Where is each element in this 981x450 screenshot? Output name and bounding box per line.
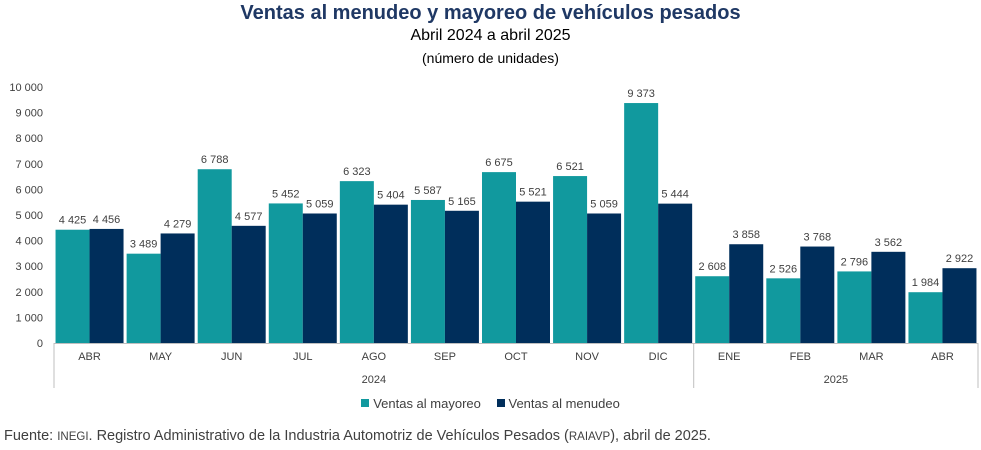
data-label-menudeo: 3 858 bbox=[732, 229, 760, 241]
bar-mayoreo bbox=[837, 271, 872, 343]
data-label-mayoreo: 6 788 bbox=[201, 154, 229, 166]
bar-menudeo bbox=[516, 201, 550, 343]
data-label-mayoreo: 1 984 bbox=[912, 277, 940, 289]
y-tick-label: 3 000 bbox=[15, 261, 43, 273]
data-label-menudeo: 5 521 bbox=[519, 187, 547, 199]
y-tick-label: 4 000 bbox=[15, 236, 43, 248]
y-tick-label: 7 000 bbox=[15, 159, 43, 171]
source-prefix: Fuente: bbox=[4, 428, 58, 444]
y-tick-label: 2 000 bbox=[15, 287, 43, 299]
chart-unit-label: (número de unidades) bbox=[422, 50, 559, 66]
data-label-menudeo: 3 768 bbox=[804, 232, 832, 244]
data-label-mayoreo: 5 452 bbox=[272, 188, 300, 200]
data-label-mayoreo: 6 521 bbox=[556, 161, 584, 173]
legend-item-mayoreo: Ventas al mayoreo bbox=[361, 396, 481, 411]
x-tick-label: FEB bbox=[790, 351, 811, 363]
bar-mayoreo bbox=[197, 169, 232, 343]
data-label-mayoreo: 4 425 bbox=[59, 215, 87, 227]
data-label-mayoreo: 2 608 bbox=[698, 261, 726, 273]
y-tick-label: 9 000 bbox=[15, 108, 43, 120]
x-tick-label: MAY bbox=[149, 351, 173, 363]
legend-label-menudeo: Ventas al menudeo bbox=[508, 396, 620, 411]
y-tick-label: 5 000 bbox=[15, 210, 43, 222]
bar-mayoreo bbox=[553, 176, 588, 343]
chart-subtitle: Abril 2024 a abril 2025 bbox=[410, 27, 571, 44]
source-middle: . Registro Administrativo de la Industri… bbox=[88, 428, 569, 444]
data-label-menudeo: 5 059 bbox=[590, 198, 618, 210]
x-tick-label: OCT bbox=[504, 351, 528, 363]
bar-menudeo bbox=[587, 213, 622, 343]
bar-mayoreo bbox=[766, 278, 801, 343]
x-tick-label: SEP bbox=[434, 351, 456, 363]
x-tick-label: DIC bbox=[649, 351, 668, 363]
legend-item-menudeo: Ventas al menudeo bbox=[496, 396, 620, 411]
data-label-menudeo: 5 059 bbox=[306, 198, 334, 210]
bar-menudeo bbox=[871, 251, 906, 343]
chart-legend: Ventas al mayoreo Ventas al menudeo bbox=[0, 396, 981, 411]
data-label-mayoreo: 9 373 bbox=[627, 88, 655, 100]
chart-title: Ventas al menudeo y mayoreo de vehículos… bbox=[240, 2, 741, 24]
data-label-mayoreo: 5 587 bbox=[414, 185, 442, 197]
data-label-menudeo: 2 922 bbox=[946, 253, 974, 265]
source-raiavp: RAIAVP bbox=[568, 431, 611, 443]
bar-menudeo bbox=[373, 204, 408, 343]
bar-mayoreo bbox=[410, 199, 445, 343]
data-label-mayoreo: 2 796 bbox=[841, 256, 869, 268]
bar-mayoreo bbox=[268, 203, 303, 343]
legend-swatch-menudeo bbox=[496, 399, 505, 407]
bar-menudeo bbox=[942, 268, 977, 343]
y-tick-label: 8 000 bbox=[15, 133, 43, 145]
source-note: Fuente: INEGI. Registro Administrativo d… bbox=[4, 428, 974, 444]
data-label-menudeo: 5 444 bbox=[661, 189, 689, 201]
source-inegi: INEGI bbox=[57, 431, 89, 443]
bar-menudeo bbox=[729, 244, 764, 343]
bar-menudeo bbox=[800, 246, 835, 343]
data-label-menudeo: 5 165 bbox=[448, 196, 476, 208]
x-tick-label: AGO bbox=[362, 351, 387, 363]
data-label-menudeo: 3 562 bbox=[875, 237, 903, 249]
x-tick-label: ENE bbox=[718, 351, 741, 363]
bar-menudeo bbox=[231, 225, 266, 343]
data-label-mayoreo: 3 489 bbox=[130, 239, 158, 251]
y-tick-label: 6 000 bbox=[15, 184, 43, 196]
bar-menudeo bbox=[658, 203, 693, 343]
x-tick-label: MAR bbox=[859, 351, 884, 363]
data-label-menudeo: 4 279 bbox=[164, 218, 192, 230]
x-tick-label: ABR bbox=[78, 351, 101, 363]
y-tick-label: 0 bbox=[37, 338, 43, 350]
x-tick-label: JUN bbox=[221, 351, 242, 363]
y-tick-label: 1 000 bbox=[15, 312, 43, 324]
bar-mayoreo bbox=[624, 103, 659, 343]
bar-menudeo bbox=[444, 210, 479, 343]
bar-menudeo bbox=[302, 213, 337, 343]
bar-menudeo bbox=[160, 233, 195, 343]
data-label-mayoreo: 6 323 bbox=[343, 166, 371, 178]
x-tick-label: JUL bbox=[293, 351, 313, 363]
source-suffix: ), abril de 2025. bbox=[610, 428, 711, 444]
data-label-menudeo: 5 404 bbox=[377, 190, 405, 202]
legend-label-mayoreo: Ventas al mayoreo bbox=[373, 396, 481, 411]
data-label-mayoreo: 6 675 bbox=[485, 157, 513, 169]
data-label-menudeo: 4 456 bbox=[93, 214, 121, 226]
bar-mayoreo bbox=[126, 253, 161, 343]
year-group-label: 2024 bbox=[362, 374, 386, 386]
x-tick-label: ABR bbox=[931, 351, 954, 363]
bar-chart: 0 1 000 2 000 3 000 4 000 5 000 6 000 7 000 8 00… bbox=[9, 82, 979, 388]
data-label-mayoreo: 2 526 bbox=[770, 263, 798, 275]
bar-mayoreo bbox=[908, 292, 943, 343]
y-tick-label: 10 000 bbox=[9, 82, 43, 94]
legend-swatch-mayoreo bbox=[361, 399, 370, 407]
x-tick-label: NOV bbox=[575, 351, 600, 363]
bar-menudeo bbox=[89, 228, 124, 343]
bar-mayoreo bbox=[55, 229, 90, 343]
data-label-menudeo: 4 577 bbox=[235, 211, 263, 223]
bar-mayoreo bbox=[482, 172, 516, 343]
bar-mayoreo bbox=[339, 181, 374, 343]
bar-mayoreo bbox=[695, 276, 730, 343]
year-group-label: 2025 bbox=[824, 374, 848, 386]
